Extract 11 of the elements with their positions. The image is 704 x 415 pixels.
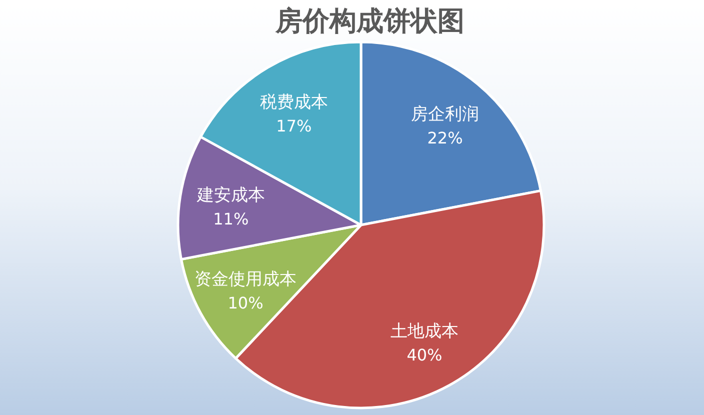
chart-title: 房价构成饼状图 [274,6,464,37]
slice-label: 税费成本 [260,92,328,113]
data-label: 10% [228,293,264,312]
slice-label: 土地成本 [390,321,458,342]
data-label: 17% [276,116,312,136]
data-label: 22% [427,128,463,148]
slice-label: 资金使用成本 [194,269,297,290]
data-label: 40% [406,345,442,364]
data-label: 11% [213,209,249,228]
slice-label: 建安成本 [196,185,265,206]
slice-label: 房企利润 [410,104,479,124]
